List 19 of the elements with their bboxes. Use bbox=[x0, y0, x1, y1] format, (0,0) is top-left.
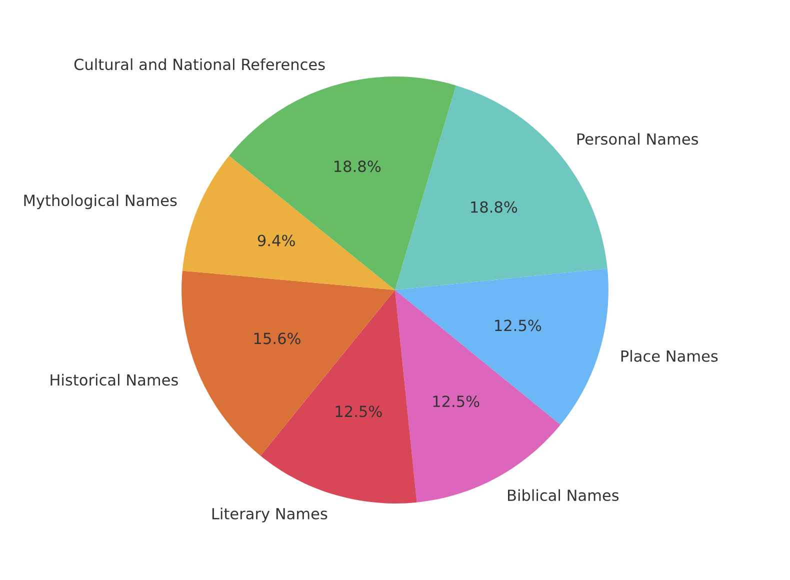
data-label: 15.6% bbox=[254, 332, 300, 344]
pie-slice bbox=[182, 270, 395, 456]
data-label: 12.5% bbox=[433, 396, 480, 408]
slice-label: Biblical Names bbox=[508, 489, 619, 502]
data-label: 9.4% bbox=[258, 234, 295, 246]
slice-label: Cultural and National References bbox=[74, 58, 325, 70]
data-label: 18.8% bbox=[471, 201, 518, 213]
slice-label: Literary Names bbox=[212, 508, 328, 522]
data-label: 12.5% bbox=[336, 406, 382, 418]
data-label: 12.5% bbox=[495, 320, 542, 332]
slice-label: Mythological Names bbox=[24, 194, 177, 210]
slice-label: Historical Names bbox=[50, 374, 178, 386]
slice-label: Place Names bbox=[621, 350, 718, 362]
pie-slice bbox=[395, 290, 560, 502]
data-label: 18.8% bbox=[334, 160, 381, 172]
pie-slice bbox=[395, 268, 608, 425]
pie-slice bbox=[229, 76, 456, 290]
pie-slice bbox=[182, 156, 395, 290]
slice-label: Personal Names bbox=[577, 132, 698, 145]
